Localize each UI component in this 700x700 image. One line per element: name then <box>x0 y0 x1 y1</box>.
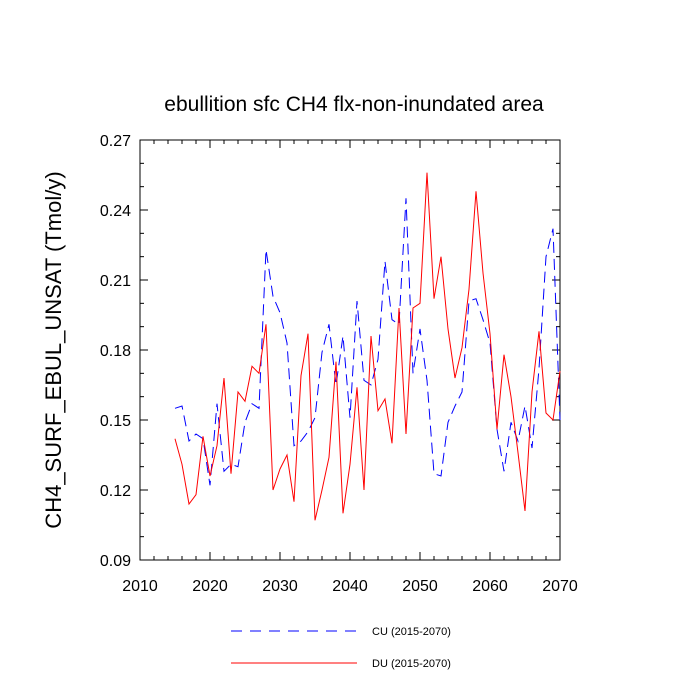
legend-label: DU (2015-2070) <box>372 658 451 670</box>
y-tick-label: 0.27 <box>100 133 131 150</box>
y-tick-label: 0.12 <box>100 483 131 500</box>
x-tick-label: 2060 <box>472 578 508 595</box>
series-line-cu <box>174 198 561 486</box>
x-tick-label: 2070 <box>542 578 578 595</box>
x-tick-label: 2030 <box>262 578 298 595</box>
legend: CU (2015-2070) DU (2015-2070) <box>231 626 451 670</box>
x-tick-label: 2020 <box>192 578 228 595</box>
chart-title: ebullition sfc CH4 flx-non-inundated are… <box>164 93 544 116</box>
x-tick-label: 2050 <box>402 578 438 595</box>
y-tick-label: 0.24 <box>100 203 131 220</box>
series-line-du <box>174 172 561 521</box>
axis-ticks <box>139 139 561 561</box>
axis-tick-labels: 2010 2020 2030 2040 2050 2060 2070 0.09 0.12 0.15… <box>100 133 578 595</box>
x-tick-label: 2040 <box>332 578 368 595</box>
series-lines <box>174 172 561 521</box>
y-tick-label: 0.15 <box>100 413 131 430</box>
y-axis-title: CH4_SURF_EBUL_UNSAT (Tmol/y) <box>41 171 66 528</box>
legend-label: CU (2015-2070) <box>372 626 451 638</box>
plot-frame <box>139 139 561 561</box>
y-tick-label: 0.21 <box>100 273 131 290</box>
x-tick-label: 2010 <box>122 578 158 595</box>
y-tick-label: 0.09 <box>100 553 131 570</box>
y-tick-label: 0.18 <box>100 343 131 360</box>
